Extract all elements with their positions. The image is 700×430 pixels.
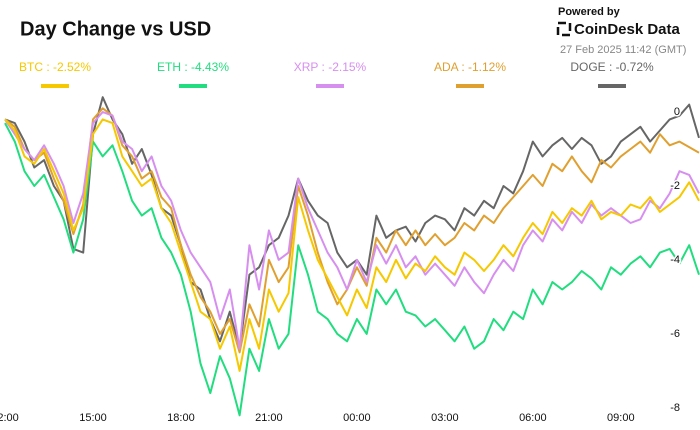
legend-label: ETH : -4.43% bbox=[157, 60, 229, 74]
series-line bbox=[4, 122, 700, 417]
legend-label: ADA : -1.12% bbox=[434, 60, 506, 74]
legend-label: DOGE : -0.72% bbox=[570, 60, 654, 74]
chart-title: Day Change vs USD bbox=[20, 18, 211, 40]
x-tick-label: 06:00 bbox=[519, 412, 547, 424]
series-line bbox=[4, 107, 700, 354]
y-tick-label: -8 bbox=[670, 402, 680, 414]
powered-by: Powered by bbox=[558, 6, 621, 18]
timestamp: 27 Feb 2025 11:42 (GMT) bbox=[560, 44, 686, 56]
series-line bbox=[4, 111, 700, 350]
y-tick-label: 0 bbox=[674, 106, 680, 118]
x-tick-label: 00:00 bbox=[343, 412, 371, 424]
series-line bbox=[4, 118, 700, 372]
legend-label: BTC : -2.52% bbox=[19, 60, 91, 74]
x-tick-label: 15:00 bbox=[79, 412, 107, 424]
brand: CoinDesk Data bbox=[574, 21, 681, 38]
x-tick-label: 03:00 bbox=[431, 412, 459, 424]
x-tick-label: 21:00 bbox=[255, 412, 283, 424]
y-tick-label: -4 bbox=[670, 254, 680, 266]
brand-icon bbox=[556, 21, 572, 37]
x-tick-label: 12:00 bbox=[0, 412, 19, 424]
y-tick-label: -6 bbox=[670, 328, 680, 340]
legend-label: XRP : -2.15% bbox=[294, 60, 367, 74]
x-tick-label: 18:00 bbox=[167, 412, 195, 424]
series-line bbox=[4, 96, 700, 350]
y-tick-label: -2 bbox=[670, 180, 680, 192]
x-tick-label: 09:00 bbox=[607, 412, 635, 424]
